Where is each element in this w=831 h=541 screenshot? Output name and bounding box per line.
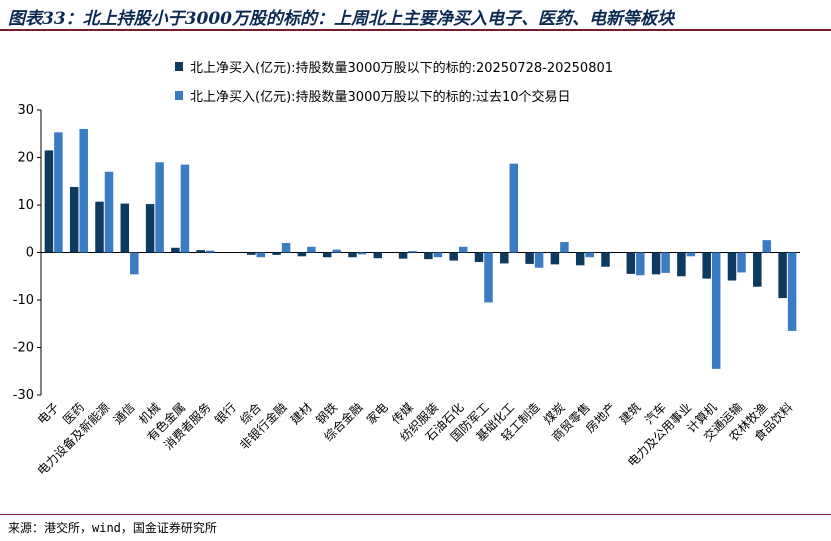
bar-series1-21 <box>550 252 560 265</box>
bar-series2-17 <box>458 246 468 253</box>
bar-series1-5 <box>145 204 155 253</box>
bar-series2-26 <box>686 252 696 257</box>
bars <box>44 129 797 369</box>
category-label: 家电 <box>363 400 391 428</box>
bar-series2-3 <box>104 171 114 253</box>
bar-series1-9 <box>247 252 256 255</box>
bar-series1-14 <box>373 252 383 259</box>
bar-series1-23 <box>601 252 610 267</box>
y-tick-label: -30 <box>13 388 34 403</box>
bar-series1-7 <box>196 250 205 253</box>
bar-series1-16 <box>424 252 433 260</box>
bar-series1-22 <box>575 252 585 266</box>
category-label: 建材 <box>288 400 315 427</box>
y-tick-label: 10 <box>17 198 34 213</box>
bar-series1-2 <box>69 186 79 253</box>
legend-label-series1: 北上净买入(亿元):持股数量3000万股以下的标的:20250728-20250… <box>190 60 613 76</box>
bar-series2-21 <box>560 242 569 253</box>
source-note: 来源：港交所，wind，国金证券研究所 <box>8 521 217 535</box>
bar-series1-29 <box>753 252 762 287</box>
bar-series1-11 <box>297 252 307 257</box>
bar-series1-24 <box>626 252 636 274</box>
bar-series2-13 <box>357 252 367 255</box>
bar-series2-18 <box>484 252 493 303</box>
bar-series2-20 <box>534 252 544 268</box>
legend: 北上净买入(亿元):持股数量3000万股以下的标的:20250728-20250… <box>175 60 613 105</box>
bar-series2-11 <box>307 246 316 253</box>
bar-series2-27 <box>711 252 721 369</box>
bar-series2-30 <box>787 252 797 331</box>
bar-series1-26 <box>677 252 686 277</box>
y-tick-label: -10 <box>13 293 34 308</box>
bar-series1-18 <box>474 252 484 262</box>
category-label: 电子 <box>35 400 62 427</box>
bar-series1-6 <box>171 247 180 253</box>
bar-series1-19 <box>500 252 509 264</box>
bar-series1-17 <box>449 252 458 261</box>
footer-divider <box>0 514 831 515</box>
bar-series2-12 <box>332 249 341 253</box>
legend-label-series2: 北上净买入(亿元):持股数量3000万股以下的标的:过去10个交易日 <box>190 89 571 105</box>
bar-series1-12 <box>322 252 332 258</box>
bar-series2-10 <box>281 243 291 253</box>
bar-series2-25 <box>661 252 670 273</box>
bar-series1-15 <box>398 252 408 259</box>
title-divider <box>0 29 831 31</box>
bar-series1-25 <box>651 252 661 275</box>
bar-series2-28 <box>737 252 746 273</box>
y-tick-label: 30 <box>17 103 34 118</box>
bar-series1-27 <box>702 252 711 279</box>
bar-series2-6 <box>180 164 190 253</box>
category-label: 建筑 <box>616 400 644 428</box>
bar-series2-4 <box>130 252 139 275</box>
bar-chart: 北上净买入(亿元):持股数量3000万股以下的标的:20250728-20250… <box>13 60 800 478</box>
bar-series2-29 <box>762 240 772 253</box>
bar-series1-4 <box>120 203 130 253</box>
y-axis: -30 -20 -10 0 10 20 30 <box>13 103 800 403</box>
bar-series2-5 <box>155 162 164 253</box>
bar-series1-28 <box>727 252 737 281</box>
y-tick-label: 0 <box>26 246 34 261</box>
bar-series1-20 <box>525 252 534 264</box>
legend-swatch-series2 <box>175 91 183 100</box>
bar-series2-1 <box>54 132 63 253</box>
bar-series1-10 <box>272 252 281 255</box>
y-tick-label: 20 <box>17 151 34 166</box>
legend-swatch-series1 <box>175 62 183 71</box>
y-tick-label: -20 <box>13 341 34 356</box>
bar-series2-2 <box>79 129 88 253</box>
bar-series1-13 <box>348 252 357 258</box>
bar-series2-9 <box>256 252 266 258</box>
bar-series2-7 <box>205 250 215 253</box>
category-label: 非银行金融 <box>236 400 289 453</box>
bar-series2-16 <box>433 252 443 258</box>
chart-title: 图表33：北上持股小于3000万股的标的：上周北上主要净买入电子、医药、电新等板… <box>8 9 674 29</box>
category-label: 通信 <box>111 400 138 427</box>
bar-series1-1 <box>44 150 54 253</box>
bar-series2-22 <box>585 252 594 258</box>
bar-series1-30 <box>778 252 787 299</box>
bar-series2-24 <box>636 252 645 276</box>
bar-series2-15 <box>408 251 417 253</box>
category-label: 银行 <box>212 400 239 427</box>
bar-series1-3 <box>95 201 104 253</box>
category-labels: 电子医药电力设备及新能源通信机械有色金属消费者服务银行综合非银行金融建材钢铁综合… <box>34 400 796 478</box>
bar-series2-19 <box>509 163 519 253</box>
